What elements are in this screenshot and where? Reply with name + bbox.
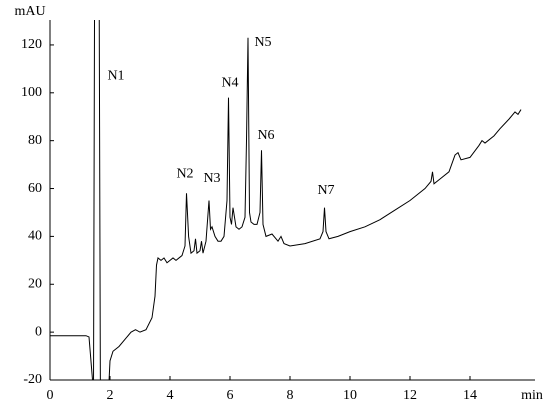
peak-label: N1 <box>107 68 124 83</box>
peak-label: N3 <box>203 171 220 186</box>
x-tick-label: 4 <box>167 388 174 403</box>
x-tick-label: 8 <box>287 388 294 403</box>
y-tick-label: 0 <box>35 324 42 339</box>
peak-label: N5 <box>254 35 271 50</box>
x-axis-label: min <box>521 388 543 403</box>
y-tick-label: 20 <box>28 276 42 291</box>
peak-label: N6 <box>257 128 274 143</box>
peak-label: N7 <box>317 183 334 198</box>
y-axis-label: mAU <box>14 4 45 19</box>
peak-label: N2 <box>176 166 193 181</box>
x-tick-label: 10 <box>343 388 357 403</box>
x-tick-label: 6 <box>227 388 234 403</box>
trace <box>50 20 522 380</box>
y-tick-label: 40 <box>28 229 42 244</box>
y-tick-label: 120 <box>21 37 42 52</box>
x-tick-label: 12 <box>403 388 417 403</box>
y-tick-label: 60 <box>28 181 42 196</box>
y-tick-label: 80 <box>28 133 42 148</box>
x-tick-label: 2 <box>107 388 114 403</box>
y-tick-label: 100 <box>21 85 42 100</box>
peak-label: N4 <box>221 75 238 90</box>
x-tick-label: 14 <box>463 388 477 403</box>
x-tick-label: 0 <box>47 388 54 403</box>
y-tick-label: -20 <box>23 372 42 387</box>
